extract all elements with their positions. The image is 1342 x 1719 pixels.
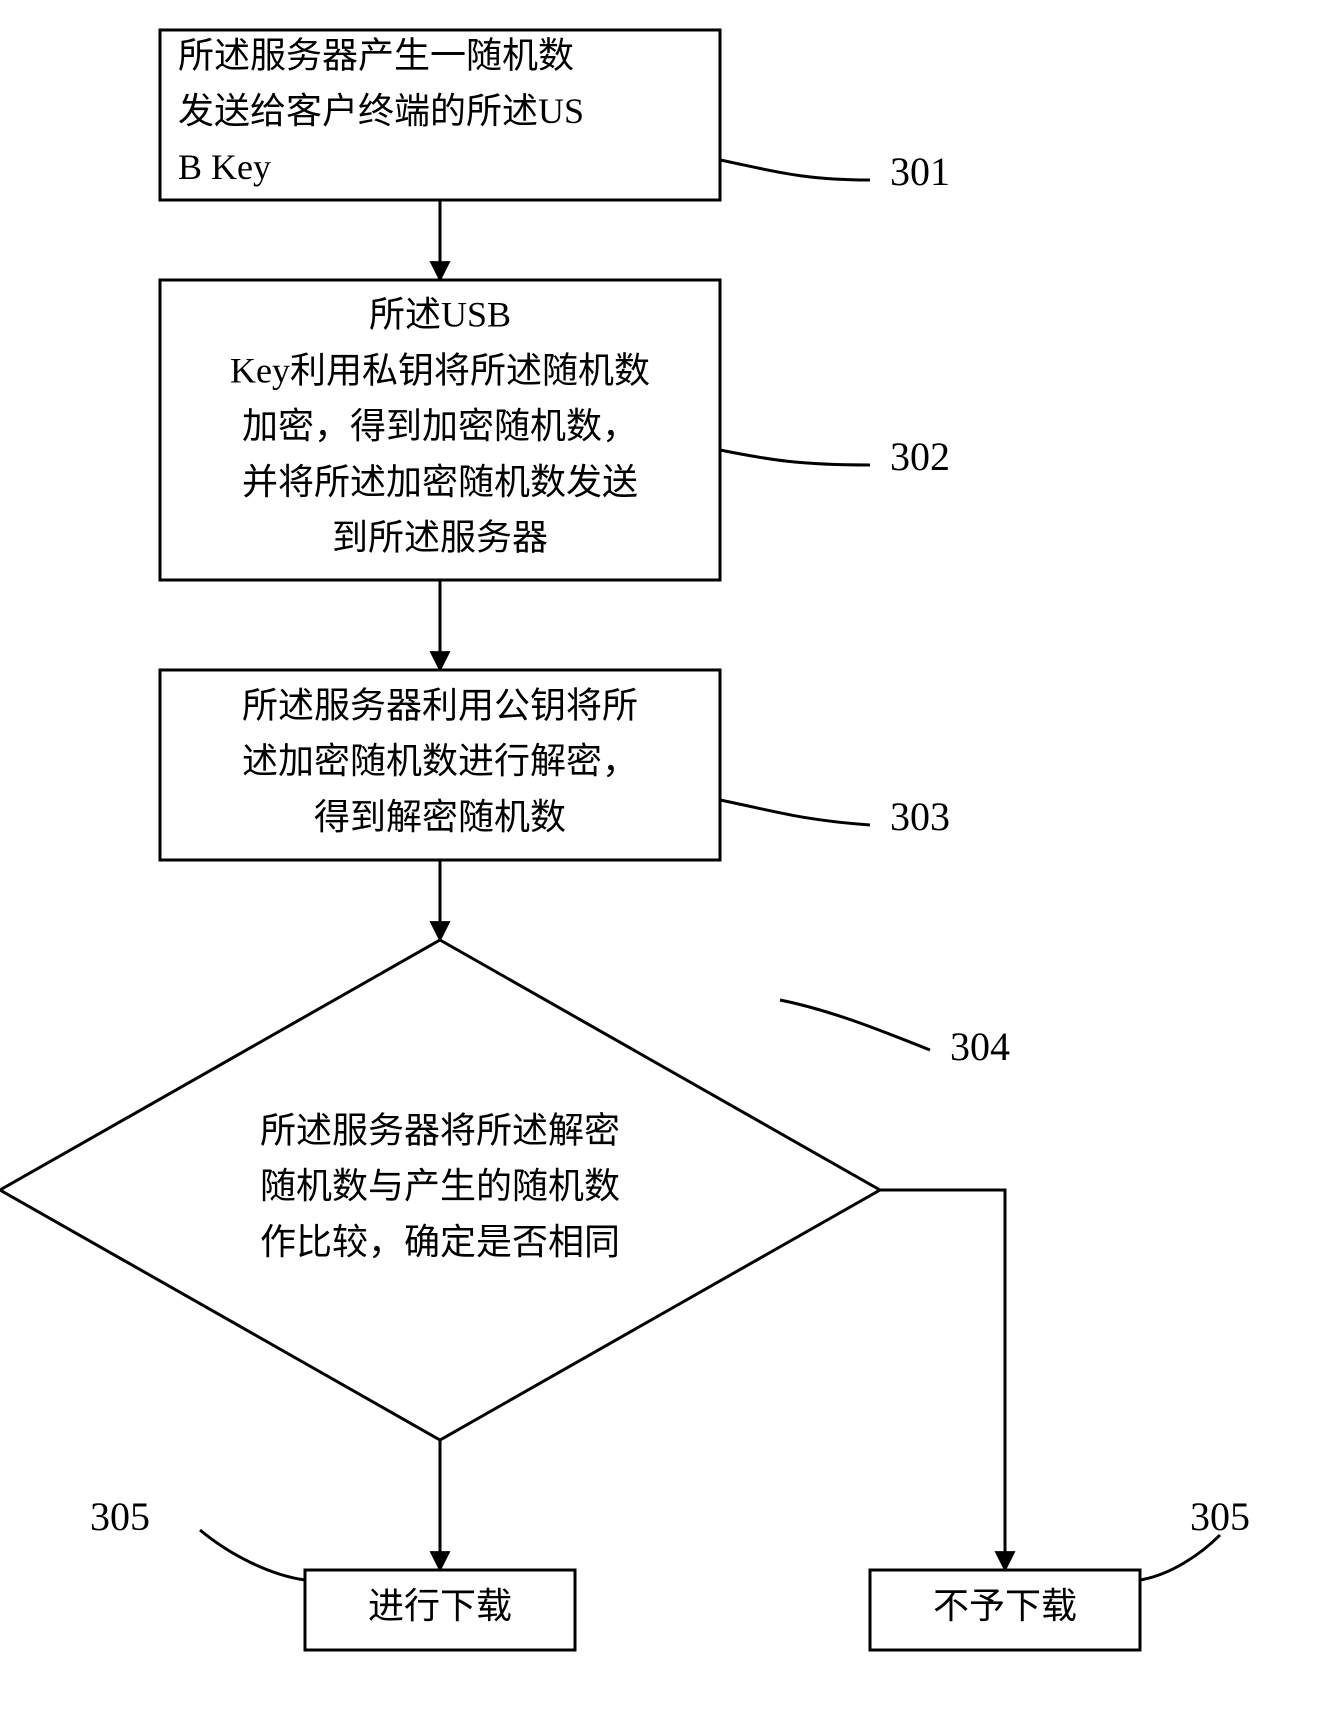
step-label: 304 <box>950 1024 1010 1069</box>
step-label: 302 <box>890 434 950 479</box>
flow-node-n305b: 不予下载 305 <box>870 1494 1250 1650</box>
step-label: 301 <box>890 149 950 194</box>
callout-line <box>720 450 870 465</box>
callout-line <box>720 800 870 825</box>
flow-node-n301: 所述服务器产生一随机数发送给客户终端的所述USB Key301 <box>160 30 950 200</box>
step-label: 305 <box>1190 1494 1250 1539</box>
flow-node-n304: 所述服务器将所述解密随机数与产生的随机数作比较，确定是否相同 304 <box>0 940 1010 1440</box>
step-label: 303 <box>890 794 950 839</box>
flow-node-n305a: 进行下载 305 <box>90 1494 575 1650</box>
callout-line <box>720 160 870 180</box>
flow-node-n302: 所述USBKey利用私钥将所述随机数加密，得到加密随机数，并将所述加密随机数发送… <box>160 280 950 580</box>
callout-line <box>200 1530 305 1580</box>
node-text: 进行下载 <box>368 1586 512 1626</box>
edge <box>880 1190 1005 1570</box>
flowchart-canvas: 所述服务器产生一随机数发送给客户终端的所述USB Key301 所述USBKey利… <box>0 0 1342 1719</box>
nodes-group: 所述服务器产生一随机数发送给客户终端的所述USB Key301 所述USBKey利… <box>0 30 1250 1650</box>
callout-line <box>1140 1535 1220 1580</box>
node-text: 所述服务器将所述解密随机数与产生的随机数作比较，确定是否相同 <box>260 1110 620 1262</box>
step-label: 305 <box>90 1494 150 1539</box>
node-text: 不予下载 <box>933 1586 1077 1626</box>
flow-node-n303: 所述服务器利用公钥将所述加密随机数进行解密，得到解密随机数303 <box>160 670 950 860</box>
callout-line <box>780 1000 930 1050</box>
